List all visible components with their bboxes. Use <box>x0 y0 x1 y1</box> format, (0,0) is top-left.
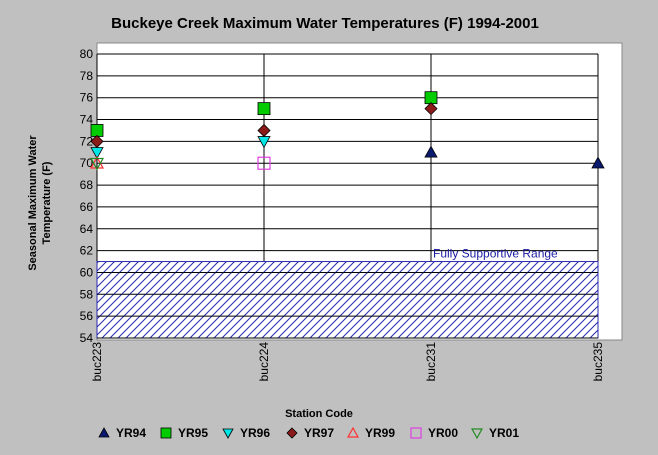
point-yr01-buc223 <box>89 157 105 171</box>
x-tick-label-buc223: buc223 <box>90 342 104 382</box>
y-axis-title-line-1: Seasonal Maximum Water <box>27 135 39 271</box>
y-axis-title: Seasonal Maximum Water Temperature (F) <box>27 135 53 271</box>
y-tick-label-74: 74 <box>80 113 94 127</box>
fully-supportive-band: Fully Supportive Range <box>96 247 599 339</box>
legend-label-yr99: YR99 <box>365 426 395 440</box>
x-axis-title: Station Code <box>285 408 353 420</box>
point-yr97-buc224 <box>257 123 271 138</box>
y-tick-label-72: 72 <box>80 134 94 148</box>
legend-label-yr00: YR00 <box>428 426 458 440</box>
y-tick-label-70: 70 <box>80 156 94 170</box>
point-yr94-buc231 <box>424 145 438 158</box>
legend: YR94 YR95 YR96 YR97 YR99 YR00 YR01 <box>98 426 519 440</box>
y-tick-label-76: 76 <box>80 91 94 105</box>
x-tick-label-buc231: buc231 <box>424 342 438 382</box>
y-tick-label-78: 78 <box>80 69 94 83</box>
legend-marker-yr99 <box>346 426 360 438</box>
point-yr00-buc224 <box>257 156 271 170</box>
y-axis-ticks: 54 56 58 60 62 64 66 68 70 72 74 76 78 80 <box>80 47 94 345</box>
y-tick-label-80: 80 <box>80 47 94 61</box>
legend-label-yr96: YR96 <box>240 426 270 440</box>
y-axis-title-line-2: Temperature (F) <box>41 161 53 244</box>
point-yr95-buc231 <box>424 91 438 105</box>
chart-title: Buckeye Creek Maximum Water Temperatures… <box>111 15 539 32</box>
point-yr95-buc223 <box>90 124 104 137</box>
band-label: Fully Supportive Range <box>433 247 558 261</box>
legend-label-yr97: YR97 <box>304 426 334 440</box>
point-yr97-buc223 <box>90 134 104 148</box>
legend-label-yr95: YR95 <box>178 426 208 440</box>
x-axis-ticks: buc223 buc224 buc231 buc235 <box>90 342 605 382</box>
y-tick-label-66: 66 <box>80 200 94 214</box>
point-yr97-buc231 <box>424 102 438 116</box>
x-tick-label-buc224: buc224 <box>257 342 271 382</box>
y-tick-label-58: 58 <box>80 287 94 301</box>
legend-marker-yr00 <box>410 427 422 439</box>
y-tick-label-68: 68 <box>80 178 94 192</box>
y-tick-label-56: 56 <box>80 309 94 323</box>
y-tick-label-54: 54 <box>80 331 94 345</box>
y-tick-label-60: 60 <box>80 265 94 279</box>
y-tick-label-62: 62 <box>80 244 94 258</box>
band-rect <box>96 261 599 339</box>
legend-marker-yr96 <box>222 428 234 439</box>
legend-marker-yr95 <box>160 427 172 439</box>
legend-label-yr94: YR94 <box>116 426 146 440</box>
y-tick-label-64: 64 <box>80 222 94 236</box>
legend-label-yr01: YR01 <box>489 426 519 440</box>
legend-marker-yr01 <box>470 428 484 440</box>
legend-marker-yr97 <box>286 427 298 439</box>
point-yr95-buc224 <box>257 102 271 116</box>
data-points <box>89 91 605 171</box>
legend-marker-yr94 <box>98 427 110 438</box>
point-yr94-buc235 <box>591 156 605 169</box>
x-tick-label-buc235: buc235 <box>591 342 605 382</box>
